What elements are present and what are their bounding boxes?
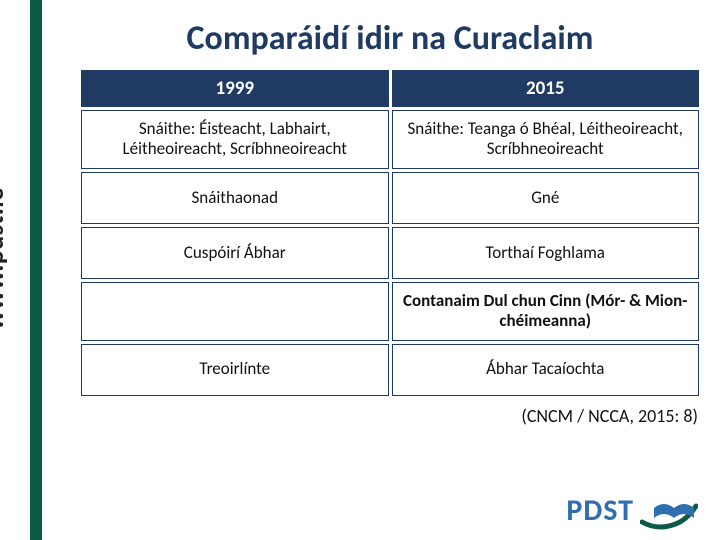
- table-row: Snáithaonad Gné: [81, 172, 699, 224]
- logo-text: PDST: [566, 492, 634, 529]
- left-accent-bar: [30, 0, 42, 540]
- table-row: Cuspóirí Ábhar Torthaí Foghlama: [81, 227, 699, 279]
- citation: (CNCM / NCCA, 2015: 8): [78, 405, 702, 427]
- cell-left: Snáithe: Éisteacht, Labhairt, Léitheoire…: [81, 110, 389, 169]
- col-header-1999: 1999: [81, 70, 389, 107]
- pdst-logo: PDST: [566, 488, 698, 532]
- comparison-table: 1999 2015 Snáithe: Éisteacht, Labhairt, …: [78, 67, 702, 399]
- table-header-row: 1999 2015: [81, 70, 699, 107]
- cell-right: Snáithe: Teanga ó Bhéal, Léitheoireacht,…: [392, 110, 700, 169]
- page-title: Comparáidí idir na Curaclaim: [78, 18, 702, 59]
- vertical-url: www.pdst.ie: [0, 187, 10, 330]
- table-row: Treoirlínte Ábhar Tacaíochta: [81, 344, 699, 396]
- cell-right: Contanaim Dul chun Cinn (Mór- & Mion-ché…: [392, 282, 700, 341]
- col-header-2015: 2015: [392, 70, 700, 107]
- cell-right: Torthaí Foghlama: [392, 227, 700, 279]
- logo-mark-icon: [640, 488, 698, 532]
- slide: www.pdst.ie Comparáidí idir na Curaclaim…: [0, 0, 720, 540]
- cell-left: [81, 282, 389, 341]
- cell-left: Cuspóirí Ábhar: [81, 227, 389, 279]
- cell-left: Treoirlínte: [81, 344, 389, 396]
- cell-right: Gné: [392, 172, 700, 224]
- table-row: Snáithe: Éisteacht, Labhairt, Léitheoire…: [81, 110, 699, 169]
- table-row: Contanaim Dul chun Cinn (Mór- & Mion-ché…: [81, 282, 699, 341]
- cell-right: Ábhar Tacaíochta: [392, 344, 700, 396]
- cell-left: Snáithaonad: [81, 172, 389, 224]
